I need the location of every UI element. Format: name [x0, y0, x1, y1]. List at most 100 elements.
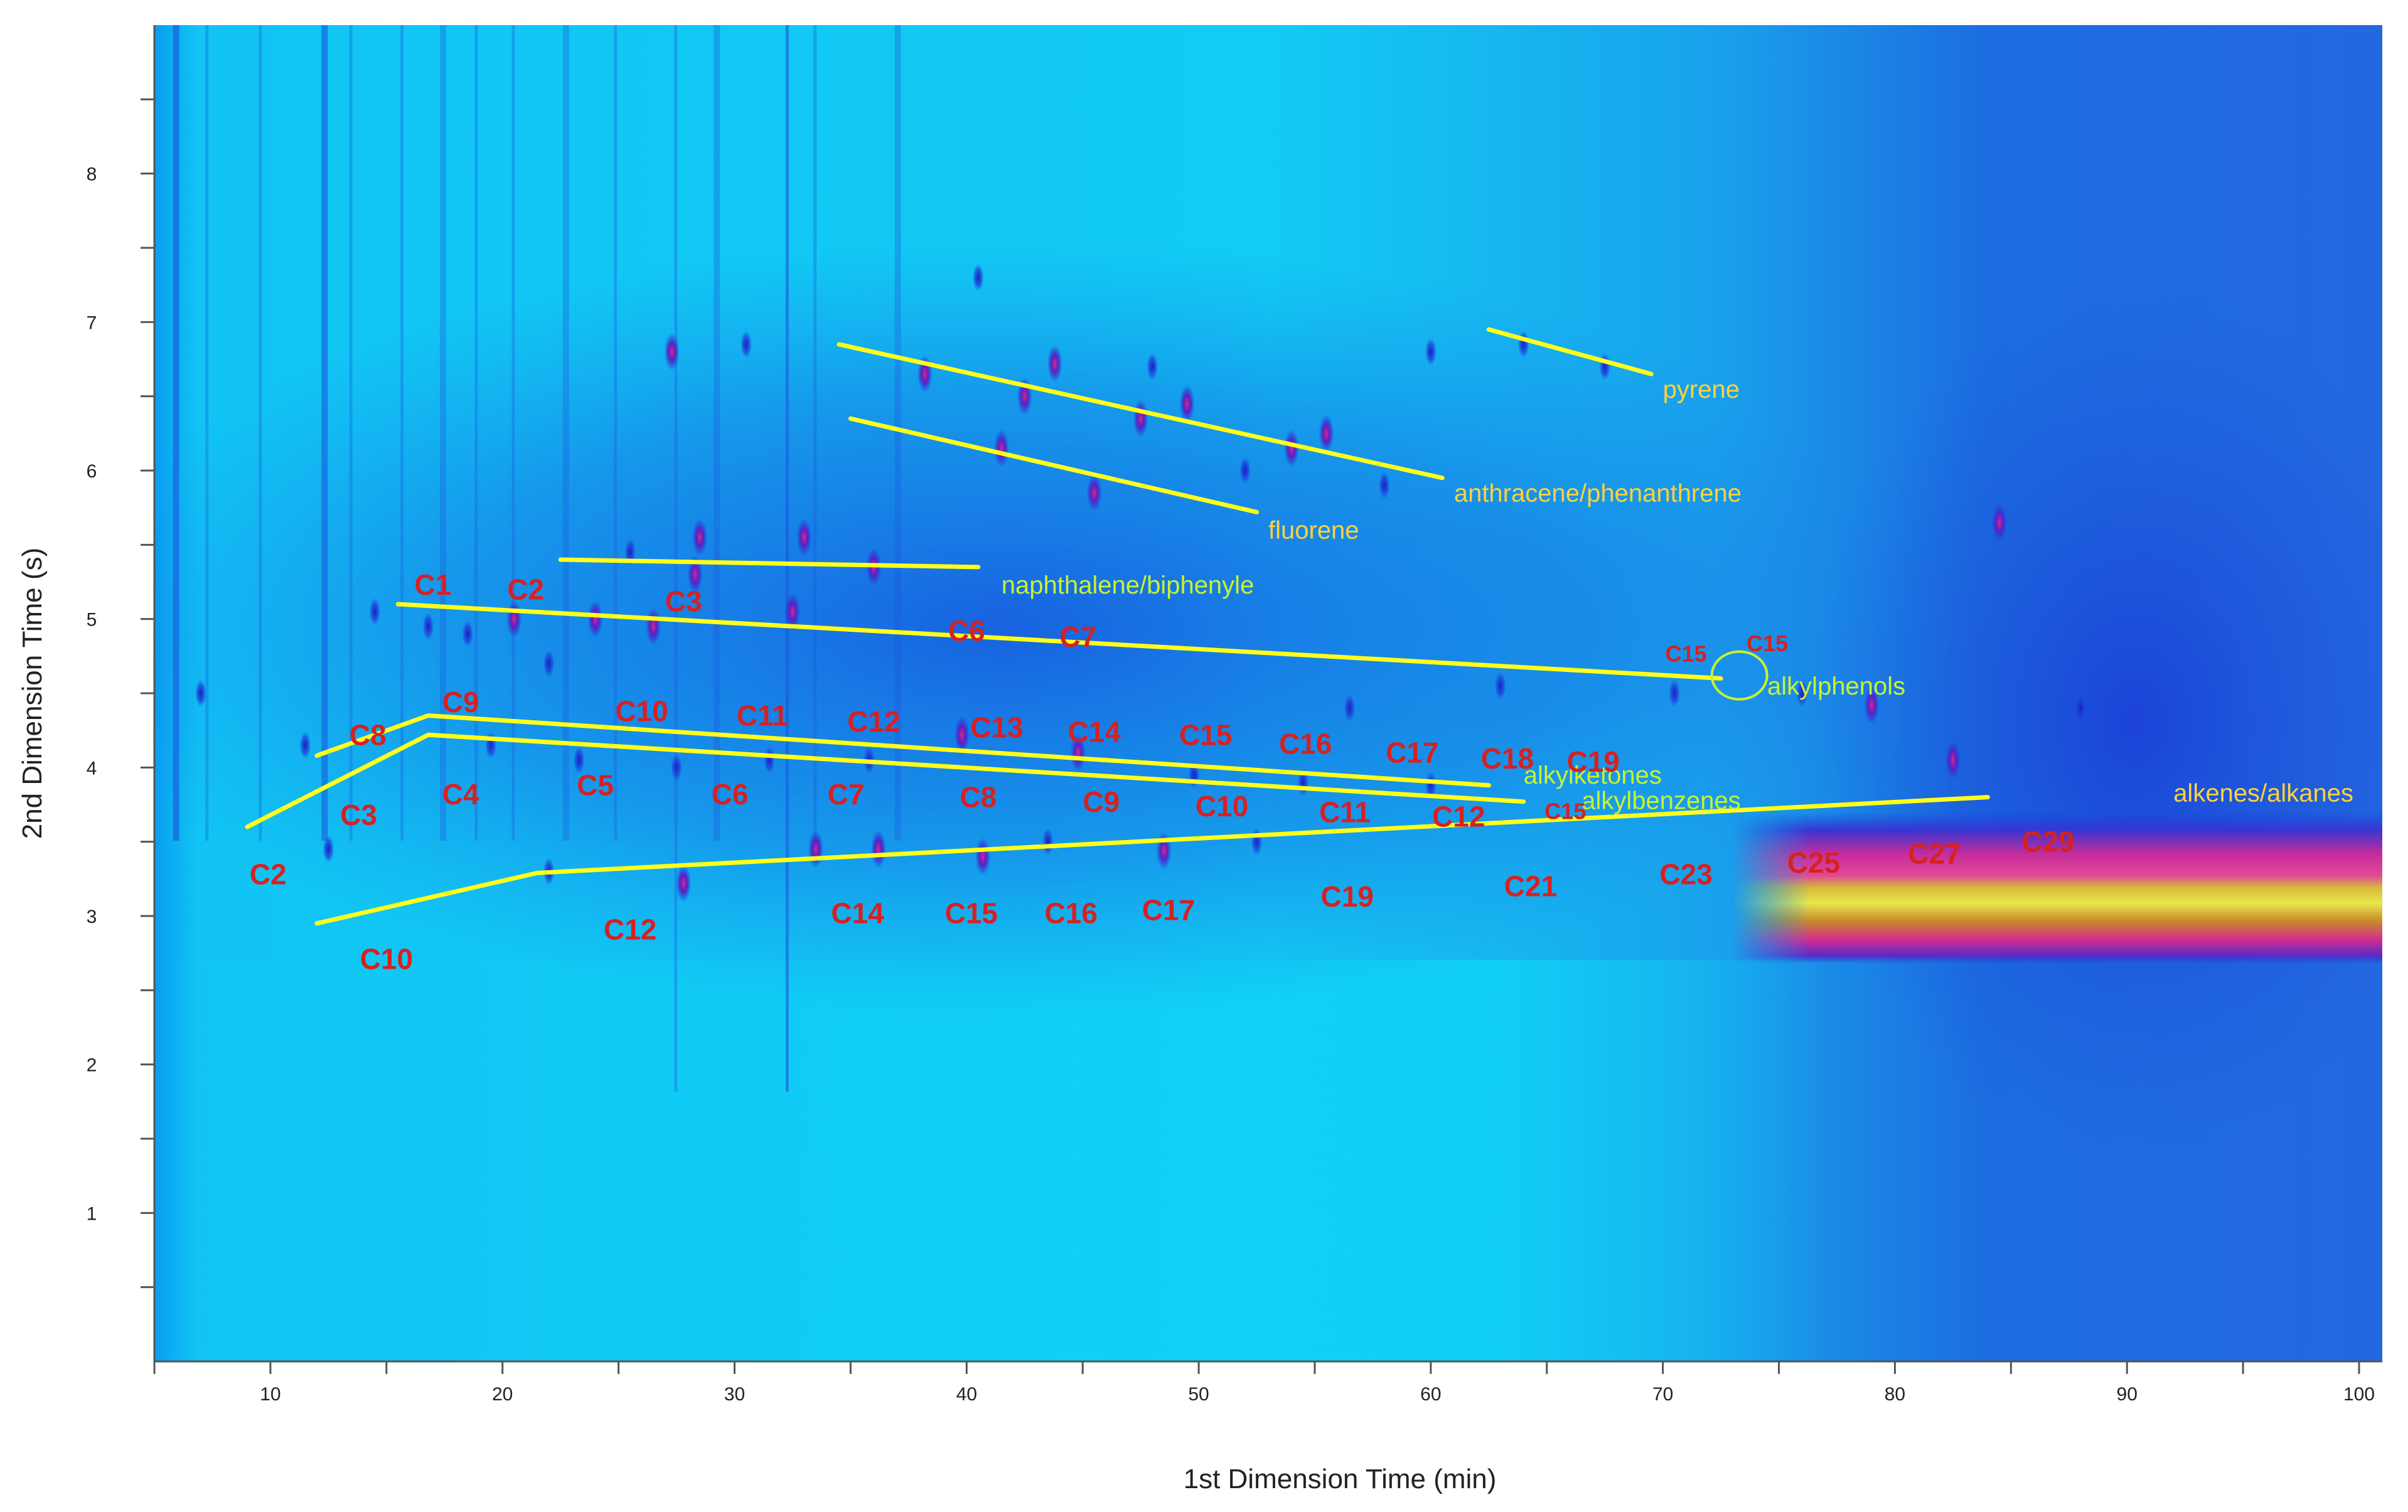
peak: [1599, 353, 1611, 381]
carbon-label: C8: [960, 781, 997, 814]
carbon-label: C10: [615, 695, 668, 727]
peak: [740, 330, 752, 358]
group-line: [558, 557, 981, 570]
x-tick-label: 70: [1652, 1384, 1673, 1405]
y-tick-label: 1: [87, 1203, 97, 1224]
group-label: alkylphenols: [1767, 673, 1905, 700]
carbon-label: C9: [442, 686, 479, 718]
carbon-label: C15: [1666, 641, 1707, 667]
peak: [506, 600, 522, 638]
peak: [1991, 503, 2007, 541]
carbon-label: C15: [944, 897, 997, 929]
carbon-label: C11: [1319, 796, 1371, 828]
alkylphenols-marker: [1710, 650, 1769, 701]
peak: [195, 679, 206, 707]
peak: [1494, 672, 1506, 700]
peak: [1070, 733, 1086, 772]
group-line: [245, 732, 1526, 829]
peak: [972, 264, 984, 292]
aromatic-haze: [154, 238, 1945, 1016]
peak: [664, 333, 680, 371]
carbon-label: C23: [1659, 858, 1712, 891]
peak: [323, 835, 334, 863]
group-label: alkylbenzenes: [1581, 787, 1741, 814]
y-tick-label: 8: [87, 164, 97, 185]
group-label: naphthalene/biphenyle: [1002, 572, 1255, 599]
group-label: alkenes/alkanes: [2173, 780, 2353, 807]
peak: [299, 731, 311, 759]
axes: 10 20 30 40 50 60 70 80 90 100 1 2 3 4 5 6 7 8 1st Dimen…: [17, 25, 2382, 1494]
group-line: [314, 713, 1491, 788]
peak: [676, 864, 692, 902]
carbon-label: C12: [847, 705, 900, 738]
group-label: anthracene/phenanthrene: [1454, 480, 1742, 508]
peak: [1239, 457, 1251, 484]
carbon-label: C10: [360, 943, 413, 976]
plot-area: [154, 25, 2382, 1361]
group-line: [1486, 327, 1654, 376]
x-axis-title: 1st Dimension Time (min): [1184, 1464, 1497, 1494]
carbon-label: C15: [1544, 799, 1586, 824]
carbon-label: C16: [1279, 727, 1332, 760]
x-tick-label: 10: [260, 1384, 281, 1405]
peak: [692, 518, 708, 556]
peak: [1945, 741, 1961, 779]
y-tick-label: 5: [87, 610, 97, 631]
y-axis-title: 2nd Dimension Time (s): [17, 548, 48, 839]
peak: [1133, 400, 1148, 438]
group-line: [395, 602, 1723, 681]
peak: [784, 592, 800, 631]
carbon-label: C7: [828, 778, 865, 811]
carbon-label: C4: [442, 778, 479, 811]
group-lines: [245, 327, 1990, 926]
carbon-label: C17: [1142, 894, 1195, 927]
y-tick-label: 4: [87, 758, 97, 779]
peak: [1147, 353, 1159, 381]
y-tick-label: 3: [87, 907, 97, 927]
carbon-label: C6: [712, 778, 749, 811]
peak: [1086, 474, 1102, 512]
carbon-label: C3: [340, 799, 377, 831]
x-ticks: 10 20 30 40 50 60 70 80 90 100: [153, 1361, 2375, 1405]
peak: [763, 746, 775, 774]
carbon-label: C7: [1059, 620, 1096, 653]
peak: [975, 838, 991, 876]
peak: [2075, 694, 2087, 722]
peak: [1156, 831, 1172, 870]
peak: [1344, 694, 1356, 722]
peak: [646, 607, 661, 646]
x-tick-label: 60: [1420, 1384, 1441, 1405]
carbon-label: C5: [577, 769, 614, 802]
x-tick-label: 50: [1188, 1384, 1209, 1405]
peak: [993, 429, 1009, 467]
carbon-label: C6: [948, 615, 985, 647]
x-tick-label: 80: [1885, 1384, 1905, 1405]
peak: [573, 746, 585, 774]
carbon-label: C2: [507, 573, 544, 605]
peak: [1179, 385, 1195, 423]
peak: [543, 649, 555, 678]
unresolved-complex-mixture-band: [1732, 812, 2382, 964]
peak: [1319, 414, 1334, 452]
carbon-label: C21: [1504, 870, 1557, 903]
y-tick-label: 7: [87, 312, 97, 333]
peak: [1796, 679, 1808, 707]
carbon-label: C19: [1567, 745, 1620, 778]
carbon-label: C15: [1747, 631, 1788, 656]
y-ticks: 1 2 3 4 5 6 7 8: [87, 98, 154, 1289]
peak: [485, 731, 497, 759]
peak: [870, 830, 886, 868]
peak: [369, 597, 381, 626]
carbon-label: C3: [665, 585, 702, 617]
peak: [1425, 771, 1437, 799]
x-tick-label: 90: [2117, 1384, 2138, 1405]
carbon-label: C19: [1321, 880, 1374, 913]
carbon-label: C15: [1179, 718, 1232, 751]
peak: [1669, 679, 1681, 707]
x-tick-label: 30: [724, 1384, 745, 1405]
y-tick-label: 2: [87, 1055, 97, 1076]
peak: [1042, 828, 1054, 856]
peak: [671, 753, 683, 782]
peak: [587, 600, 603, 638]
peak: [1047, 344, 1062, 383]
